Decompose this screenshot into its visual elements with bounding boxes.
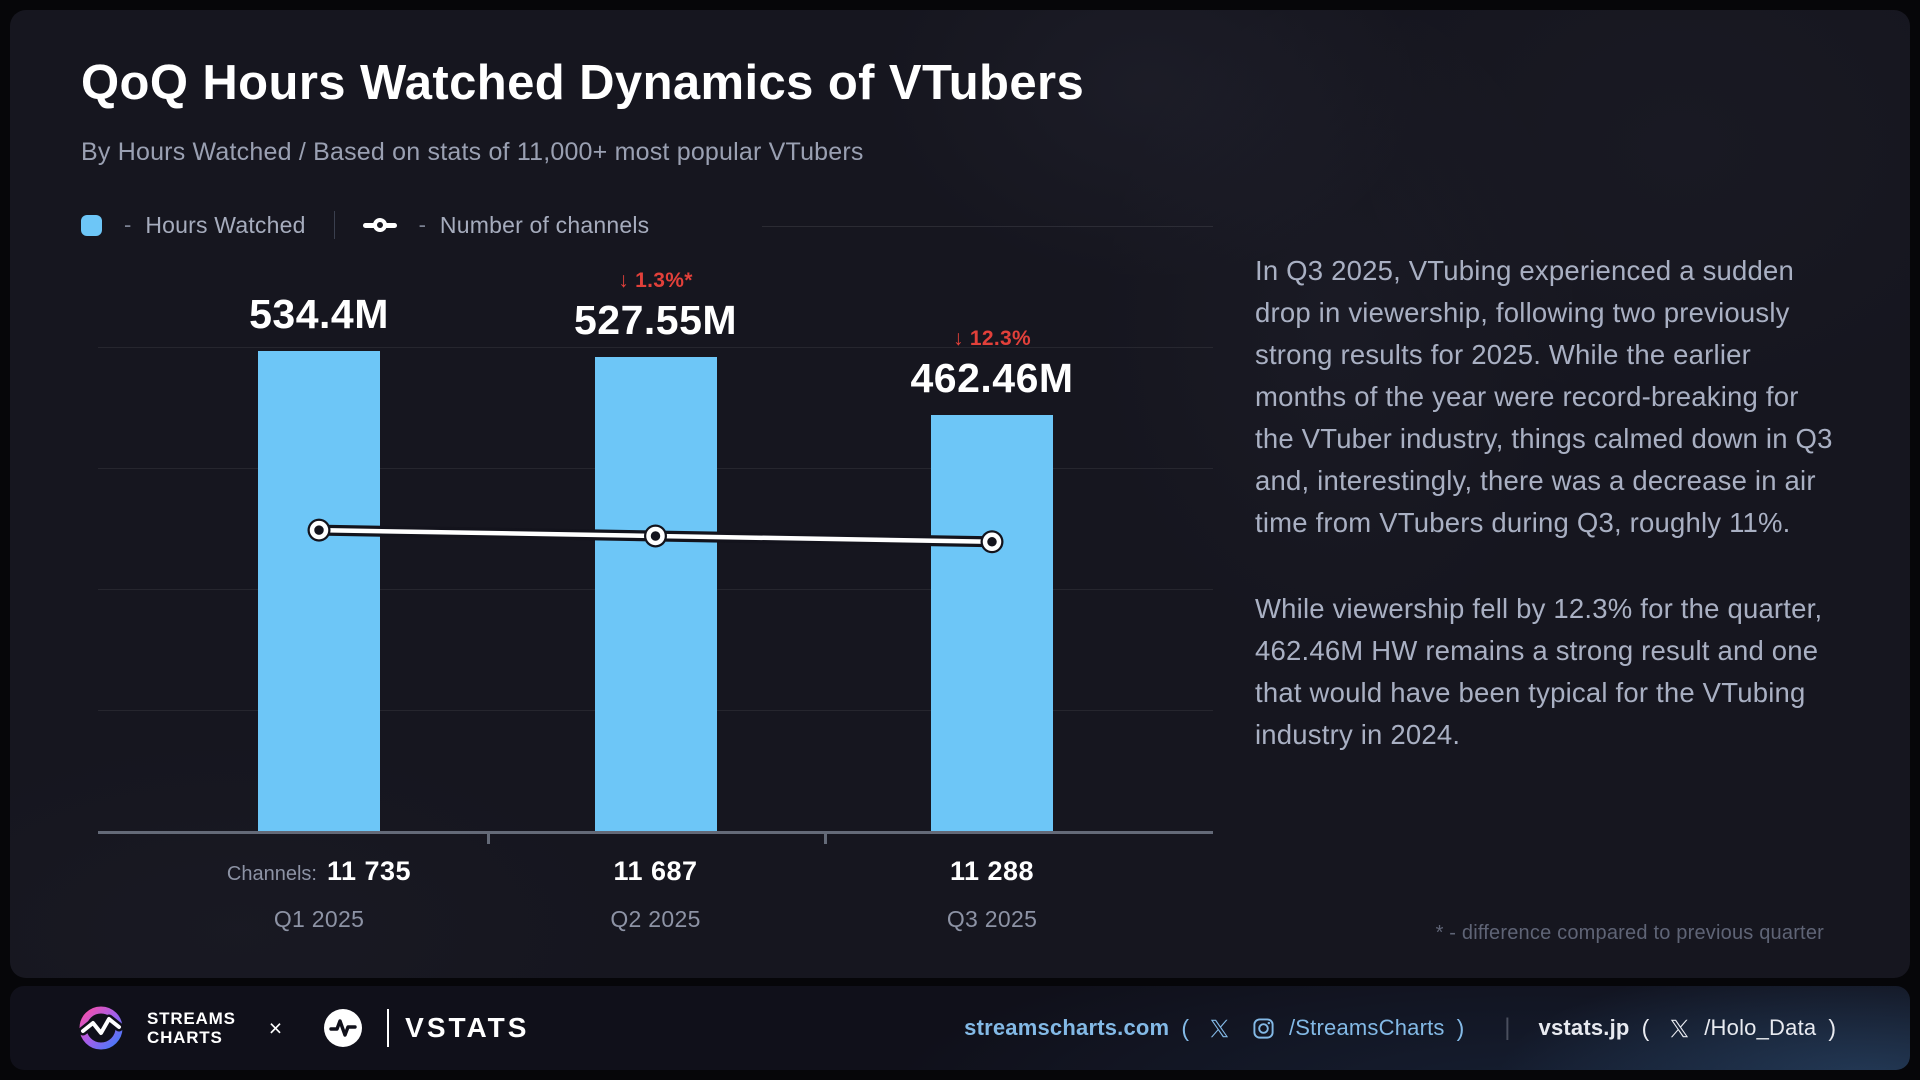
page-subtitle: By Hours Watched / Based on stats of 11,… — [81, 138, 864, 166]
channels-count: 11 687 — [613, 856, 697, 887]
hours-watched-bar — [258, 350, 380, 831]
vstats-brand: VSTATS — [315, 1008, 529, 1048]
footer: STREAMS CHARTS × VSTATS streamscharts.co… — [10, 986, 1910, 1070]
quarters-row: Q1 2025 Q2 2025 Q3 2025 — [98, 906, 1213, 936]
channels-number: 11 687 — [613, 856, 698, 886]
vstats-wordmark: VSTATS — [405, 1012, 530, 1043]
streamscharts-site-link[interactable]: streamscharts.com — [964, 1015, 1170, 1040]
vstats-logo-icon — [323, 1008, 363, 1048]
asterisk-footnote: * - difference compared to previous quar… — [1435, 922, 1824, 944]
quarter-label: Q3 2025 — [946, 906, 1038, 932]
commentary-paragraph: In Q3 2025, VTubing experienced a sudden… — [1255, 255, 1833, 538]
main-card: QoQ Hours Watched Dynamics of VTubers By… — [10, 10, 1910, 978]
commentary-block: In Q3 2025, VTubing experienced a sudden… — [1255, 250, 1837, 756]
vstats-divider — [387, 1009, 390, 1047]
channels-count: Channels: 11 735 — [227, 856, 411, 887]
legend-divider — [333, 211, 335, 239]
page-title: QoQ Hours Watched Dynamics of VTubers — [81, 56, 1085, 110]
chart-legend: - Hours Watched - Number of channels — [81, 211, 649, 239]
footer-brands: STREAMS CHARTS × VSTATS — [70, 1005, 529, 1051]
streams-charts-logo-icon — [78, 1005, 124, 1051]
legend-rule — [762, 226, 1213, 227]
hours-watched-swatch-icon — [81, 214, 102, 236]
paren-close: ) — [1828, 1014, 1836, 1041]
streamscharts-handle-link[interactable]: /StreamsCharts — [1288, 1015, 1445, 1040]
channels-prefix: Channels: — [226, 863, 317, 885]
streams-charts-wordmark: STREAMS CHARTS — [147, 1009, 236, 1047]
legend-dash: - — [124, 212, 132, 237]
hours-watched-bar — [931, 415, 1053, 831]
bar-value-label: 527.55M — [573, 296, 738, 343]
collab-cross: × — [268, 1014, 283, 1041]
legend-dash: - — [418, 212, 426, 237]
legend-label-channels: Number of channels — [439, 211, 650, 238]
gridline — [98, 347, 1213, 348]
x-twitter-icon[interactable] — [1209, 1018, 1230, 1039]
commentary-paragraph: While viewership fell by 12.3% for the q… — [1255, 593, 1823, 750]
paren-open: ( — [1181, 1014, 1189, 1041]
vstats-site-link[interactable]: vstats.jp — [1538, 1015, 1630, 1040]
bar-value-label: 534.4M — [249, 290, 389, 337]
hours-watched-bar — [594, 356, 717, 831]
x-twitter-icon[interactable] — [1669, 1018, 1690, 1039]
paren-close: ) — [1456, 1014, 1465, 1041]
footer-links: streamscharts.com ( /StreamsCharts ) | v… — [964, 1014, 1848, 1042]
bar-change-label: ↓ 12.3% — [953, 327, 1031, 351]
vstats-handle-link[interactable]: /Holo_Data — [1704, 1015, 1817, 1040]
quarter-label: Q1 2025 — [273, 906, 365, 932]
legend-label-hours-watched: Hours Watched — [145, 211, 306, 238]
channels-line-icon — [362, 217, 397, 233]
quarter-label: Q2 2025 — [610, 906, 701, 932]
qoq-hours-watched-chart: 534.4M 527.55M ↓ 1.3%* 462.46M ↓ 12.3% — [98, 269, 1213, 844]
instagram-icon[interactable] — [1252, 1017, 1275, 1040]
channels-count: 11 288 — [950, 856, 1034, 887]
paren-open: ( — [1641, 1014, 1650, 1041]
bar-value-label: 462.46M — [910, 355, 1074, 402]
bar-change-label: ↓ 1.3%* — [618, 268, 693, 292]
channels-number: 11 735 — [326, 856, 412, 886]
axis-tick — [487, 834, 491, 844]
footer-divider: | — [1504, 1014, 1511, 1041]
channels-number: 11 288 — [949, 856, 1035, 886]
channels-row: Channels: 11 735 11 687 11 288 — [98, 856, 1213, 890]
axis-tick — [823, 834, 827, 844]
